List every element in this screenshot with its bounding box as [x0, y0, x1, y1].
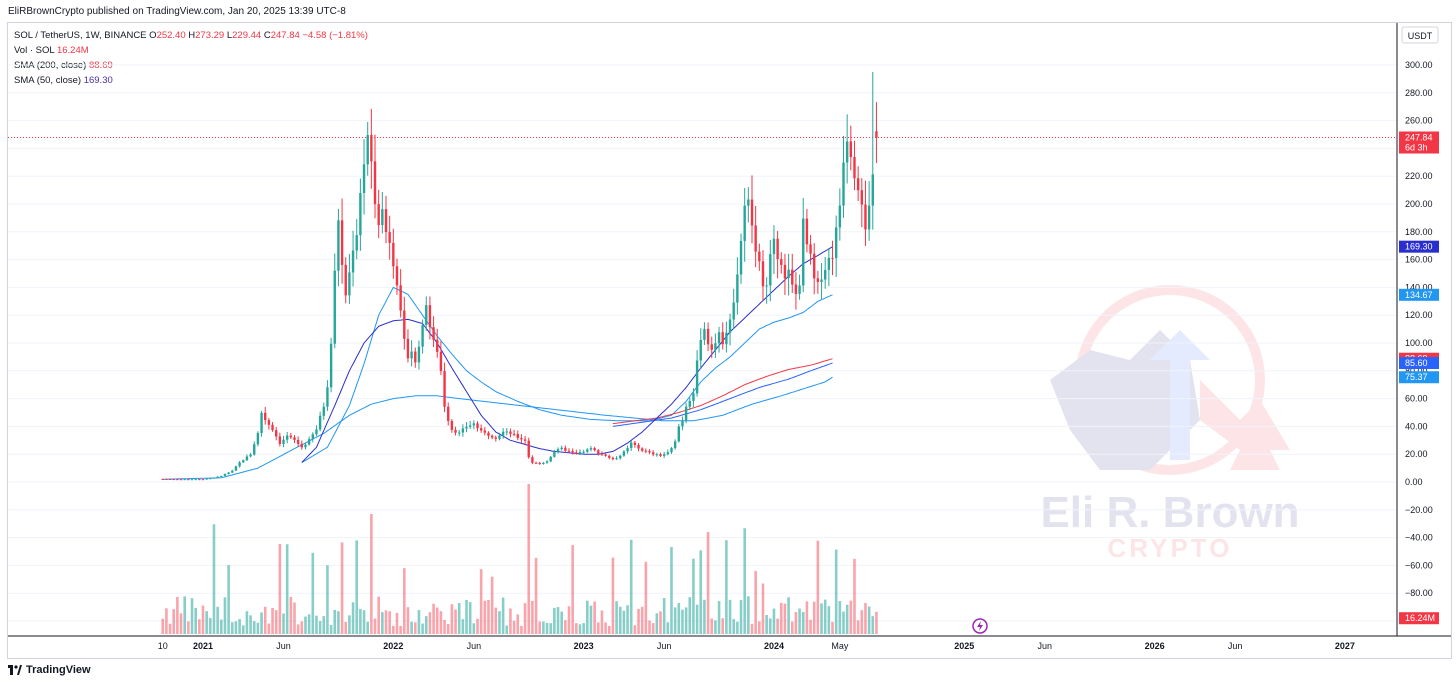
sma200-value: 88.69 — [88, 60, 113, 71]
volume-label: Vol · SOL — [14, 45, 55, 56]
publish-header: EliRBrownCrypto published on TradingView… — [8, 6, 346, 17]
sma50-value: 169.30 — [83, 75, 113, 86]
footer: TradingView — [8, 664, 91, 676]
low-value: 229.44 — [232, 30, 262, 41]
sma50-label: SMA (50, close) — [14, 75, 82, 86]
tradingview-logo-icon — [8, 665, 22, 675]
open-value: 252.40 — [156, 30, 186, 41]
sma200-label: SMA (200, close) — [14, 60, 87, 71]
volume-value: 16.24M — [56, 45, 89, 56]
footer-brand: TradingView — [26, 664, 91, 676]
legend-symbol-row[interactable]: SOL / TetherUS, 1W, BINANCE O252.40 H273… — [14, 28, 368, 43]
legend-volume-row[interactable]: Vol · SOL 16.24M — [14, 43, 368, 58]
high-label: H — [188, 30, 196, 41]
legend-sma200-row[interactable]: SMA (200, close) 88.69 — [14, 58, 368, 73]
symbol-label[interactable]: SOL / TetherUS, 1W, BINANCE — [14, 30, 147, 41]
low-label: L — [226, 30, 233, 41]
close-label: C — [263, 30, 271, 41]
publish-text: EliRBrownCrypto published on TradingView… — [8, 6, 346, 17]
high-value: 273.29 — [195, 30, 225, 41]
legend-sma50-row[interactable]: SMA (50, close) 169.30 — [14, 73, 368, 88]
close-value: 247.84 — [270, 30, 300, 41]
chart-legend: SOL / TetherUS, 1W, BINANCE O252.40 H273… — [14, 28, 368, 88]
chart-frame — [7, 22, 1452, 659]
change-value: −4.58 (−1.81%) — [302, 30, 368, 41]
open-label: O — [149, 30, 157, 41]
